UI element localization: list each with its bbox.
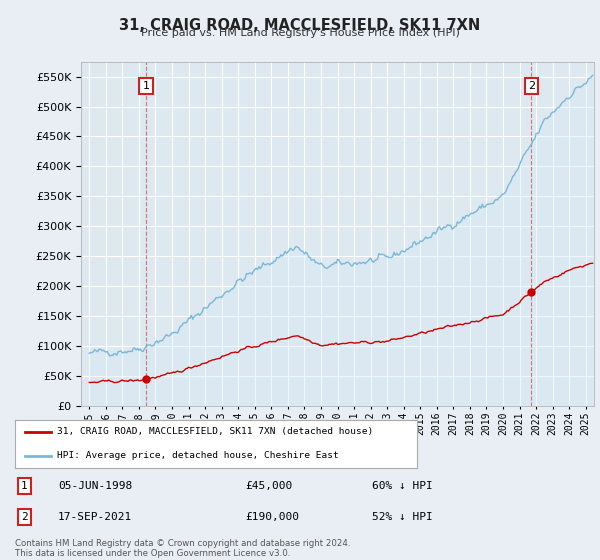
Text: £190,000: £190,000: [245, 512, 299, 522]
Text: 2: 2: [21, 512, 28, 522]
Text: 31, CRAIG ROAD, MACCLESFIELD, SK11 7XN (detached house): 31, CRAIG ROAD, MACCLESFIELD, SK11 7XN (…: [57, 427, 373, 436]
Text: 31, CRAIG ROAD, MACCLESFIELD, SK11 7XN: 31, CRAIG ROAD, MACCLESFIELD, SK11 7XN: [119, 18, 481, 33]
Text: 52% ↓ HPI: 52% ↓ HPI: [372, 512, 433, 522]
Text: Contains HM Land Registry data © Crown copyright and database right 2024.
This d: Contains HM Land Registry data © Crown c…: [15, 539, 350, 558]
Text: 2: 2: [528, 81, 535, 91]
Text: 1: 1: [143, 81, 149, 91]
Text: 17-SEP-2021: 17-SEP-2021: [58, 512, 133, 522]
Text: Price paid vs. HM Land Registry's House Price Index (HPI): Price paid vs. HM Land Registry's House …: [140, 28, 460, 38]
Text: £45,000: £45,000: [245, 481, 293, 491]
Text: 60% ↓ HPI: 60% ↓ HPI: [372, 481, 433, 491]
Text: HPI: Average price, detached house, Cheshire East: HPI: Average price, detached house, Ches…: [57, 451, 339, 460]
Text: 05-JUN-1998: 05-JUN-1998: [58, 481, 133, 491]
Text: 1: 1: [21, 481, 28, 491]
